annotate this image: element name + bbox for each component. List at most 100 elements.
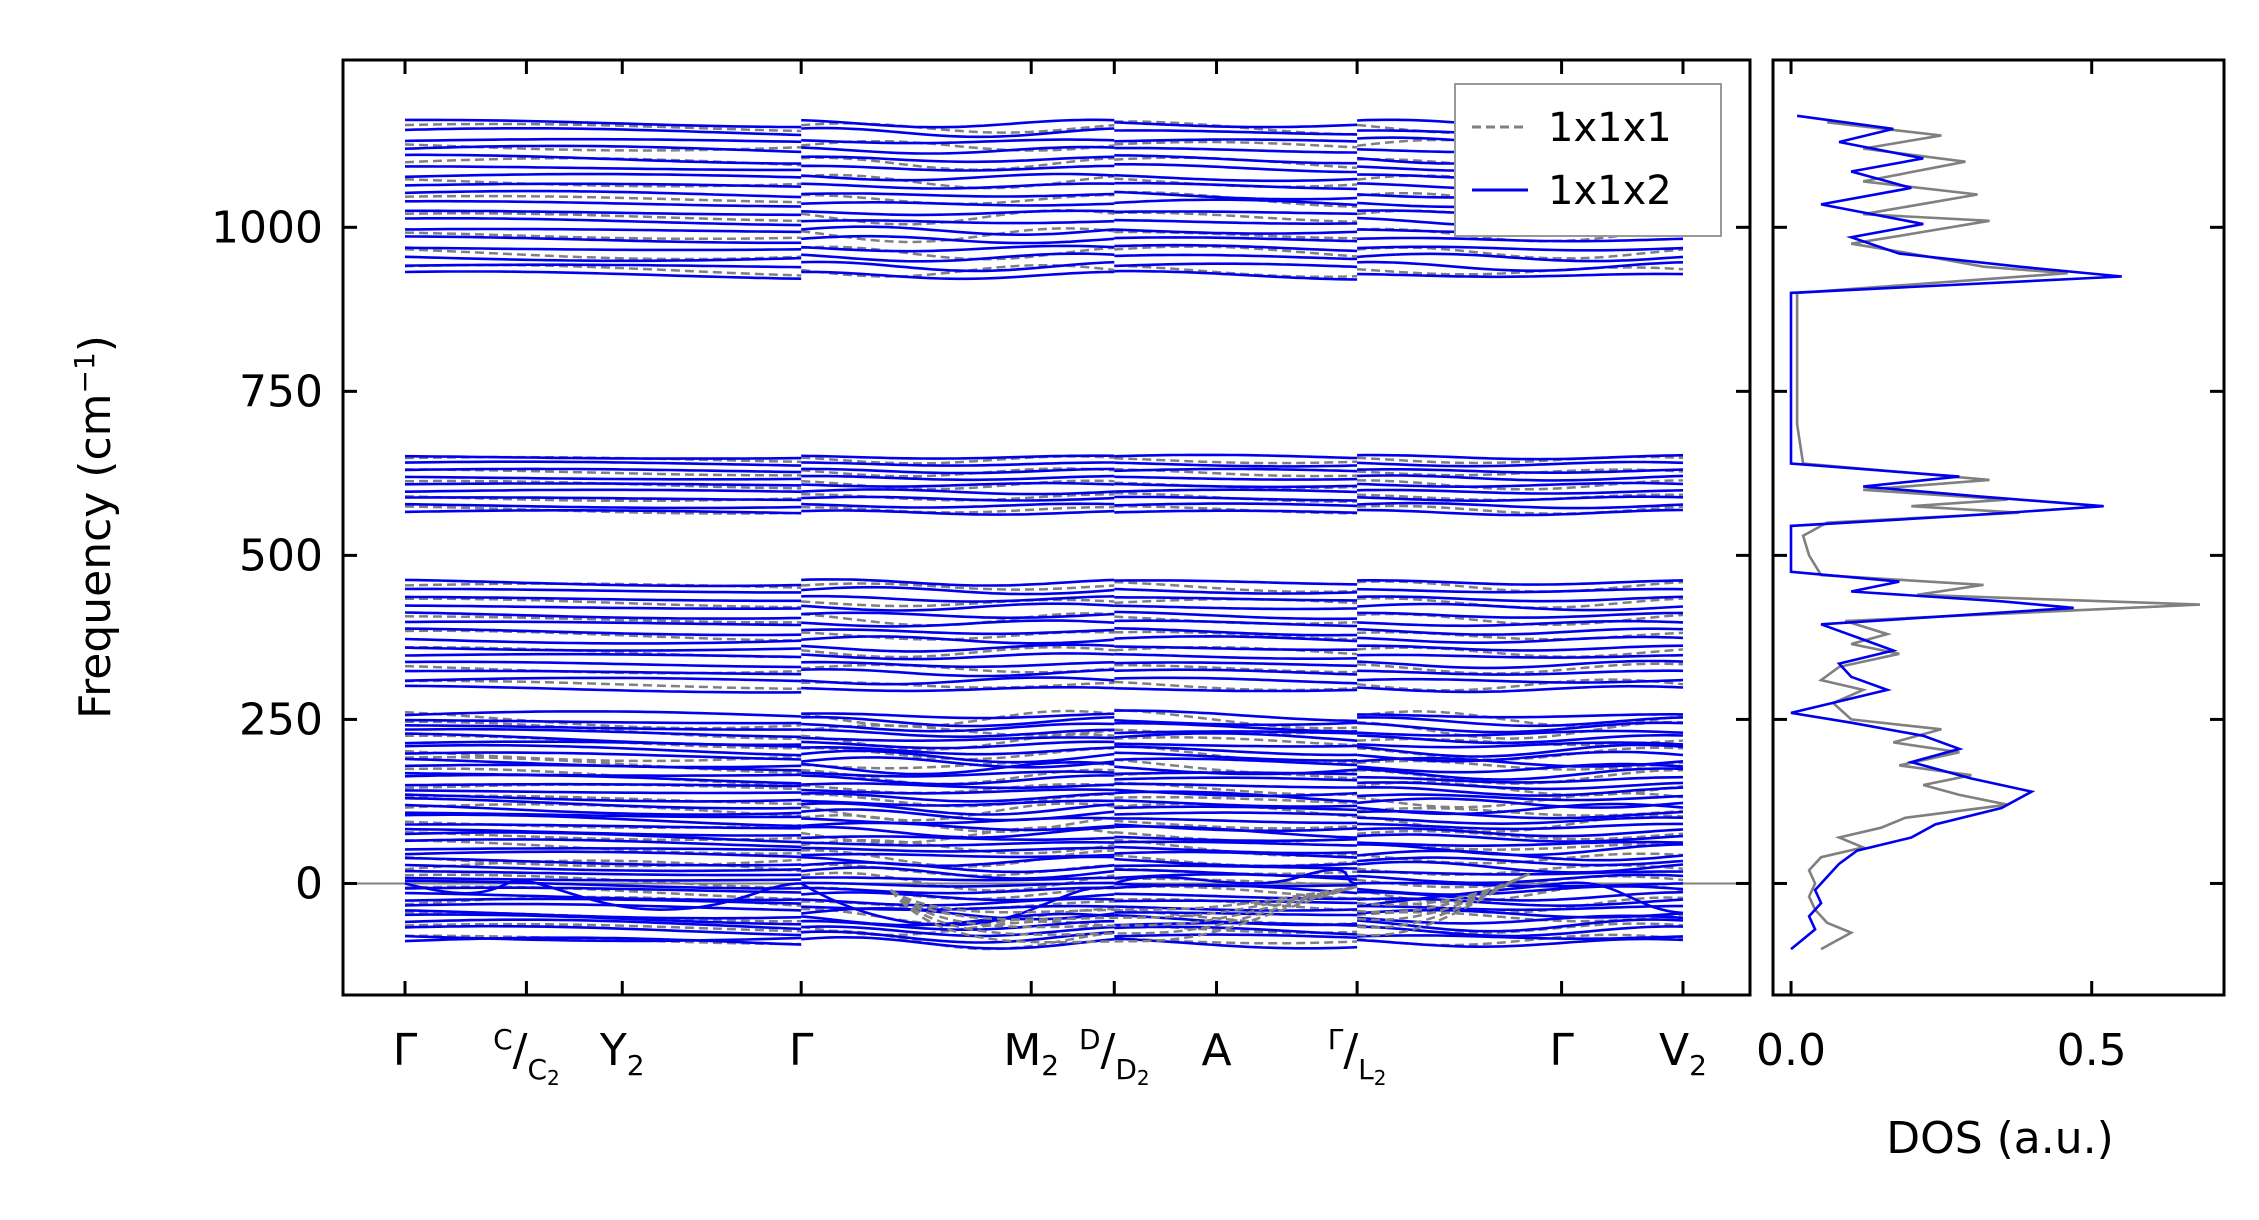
soft-mode-1x1x1 <box>889 885 1358 914</box>
band-1x1x2 <box>801 611 1115 620</box>
band-1x1x1 <box>1357 768 1683 785</box>
band-1x1x2 <box>801 225 1115 236</box>
band-1x1x2 <box>1114 488 1358 494</box>
band-1x1x2 <box>1357 684 1684 694</box>
band-1x1x2 <box>405 118 802 129</box>
band-1x1x1 <box>801 173 1115 190</box>
band-1x1x2 <box>801 660 1115 669</box>
band-1x1x2 <box>1357 729 1684 737</box>
band-1x1x2 <box>801 594 1115 603</box>
band-1x1x2 <box>404 137 802 144</box>
band-1x1x1 <box>1357 493 1684 502</box>
band-1x1x2 <box>1114 652 1358 660</box>
band-1x1x2 <box>404 918 802 931</box>
band-1x1x2 <box>1114 811 1358 817</box>
band-1x1x2 <box>1357 653 1684 659</box>
band-1x1x1 <box>801 839 1115 855</box>
band-1x1x2 <box>801 118 1115 129</box>
band-1x1x2 <box>1114 687 1358 693</box>
band-1x1x2 <box>404 172 802 179</box>
band-1x1x2 <box>1357 885 1684 896</box>
band-1x1x2 <box>404 144 802 154</box>
band-1x1x2 <box>404 924 802 937</box>
band-1x1x2 <box>404 743 802 757</box>
band-1x1x1 <box>1114 819 1358 830</box>
band-1x1x2 <box>1357 611 1684 619</box>
band-1x1x2 <box>404 189 802 199</box>
band-1x1x1 <box>1357 746 1684 761</box>
band-1x1x1 <box>801 122 1115 134</box>
band-1x1x2 <box>1357 508 1684 517</box>
band-1x1x2 <box>801 155 1115 164</box>
band-1x1x2 <box>404 637 802 645</box>
band-1x1x2 <box>1357 627 1684 636</box>
band-1x1x2 <box>801 770 1115 778</box>
band-1x1x2 <box>1357 715 1684 728</box>
band-1x1x2 <box>1357 272 1684 279</box>
band-1x1x1 <box>404 922 802 933</box>
band-1x1x2 <box>1357 860 1684 874</box>
band-1x1x2 <box>1357 481 1684 488</box>
band-1x1x2 <box>404 676 802 683</box>
dos-lines <box>1789 114 2200 951</box>
band-1x1x2 <box>404 727 802 739</box>
legend-frame <box>1454 83 1722 237</box>
band-1x1x2 <box>1357 659 1684 670</box>
band-1x1x2 <box>1114 892 1358 901</box>
band-1x1x2 <box>801 234 1115 245</box>
dos-series-1x1x2 <box>1789 114 2122 951</box>
band-1x1x2 <box>801 201 1115 207</box>
band-1x1x2 <box>1114 668 1358 676</box>
band-1x1x2 <box>801 866 1115 880</box>
band-1x1x2 <box>404 646 802 652</box>
band-1x1x2 <box>404 246 802 252</box>
band-1x1x2 <box>801 172 1115 182</box>
band-1x1x2 <box>1357 908 1684 919</box>
band-1x1x2 <box>801 799 1115 807</box>
k-point-label: Γ <box>393 1025 418 1076</box>
band-1x1x2 <box>1114 840 1358 847</box>
band-1x1x2 <box>801 782 1115 790</box>
band-1x1x2 <box>404 627 802 637</box>
band-1x1x2 <box>1114 709 1358 723</box>
band-1x1x2 <box>404 757 802 769</box>
band-1x1x1 <box>1114 156 1358 170</box>
band-1x1x2 <box>1356 797 1684 809</box>
band-1x1x2 <box>1114 868 1358 878</box>
band-1x1x2 <box>1114 719 1358 727</box>
k-point-label: Y2 <box>599 1025 645 1082</box>
band-1x1x2 <box>1114 604 1358 611</box>
band-1x1x2 <box>1357 635 1684 644</box>
band-1x1x1 <box>1357 922 1684 935</box>
band-1x1x2 <box>1114 198 1358 207</box>
band-1x1x2 <box>1357 468 1684 474</box>
y-axis-label: Frequency (cm−1) <box>68 335 121 719</box>
band-1x1x2 <box>1357 669 1684 676</box>
band-1x1x1 <box>1357 662 1684 675</box>
dos-x-axis-label: DOS (a.u.) <box>1886 1113 2114 1164</box>
band-1x1x2 <box>404 793 802 803</box>
band-1x1x1 <box>404 755 802 775</box>
band-1x1x2 <box>1114 502 1358 508</box>
band-1x1x2 <box>1114 757 1358 767</box>
band-1x1x1 <box>801 139 1115 152</box>
band-1x1x2 <box>801 881 1115 888</box>
band-1x1x1 <box>1114 615 1358 626</box>
band-1x1x1 <box>801 455 1115 465</box>
band-1x1x2 <box>1357 840 1684 847</box>
band-axes-frame <box>341 58 1752 997</box>
band-1x1x1 <box>801 505 1115 514</box>
band-1x1x2 <box>1114 467 1358 473</box>
band-1x1x2 <box>405 496 802 502</box>
band-1x1x2 <box>1357 904 1683 912</box>
band-1x1x2 <box>1114 776 1358 782</box>
band-1x1x2 <box>1357 644 1684 652</box>
band-1x1x1 <box>404 468 802 477</box>
band-1x1x2 <box>801 209 1115 217</box>
band-1x1x2 <box>404 217 802 227</box>
band-1x1x2 <box>1357 843 1684 857</box>
band-1x1x1 <box>404 231 802 241</box>
band-1x1x2 <box>801 686 1115 693</box>
band-1x1x1 <box>405 597 802 609</box>
band-1x1x2 <box>801 454 1115 460</box>
